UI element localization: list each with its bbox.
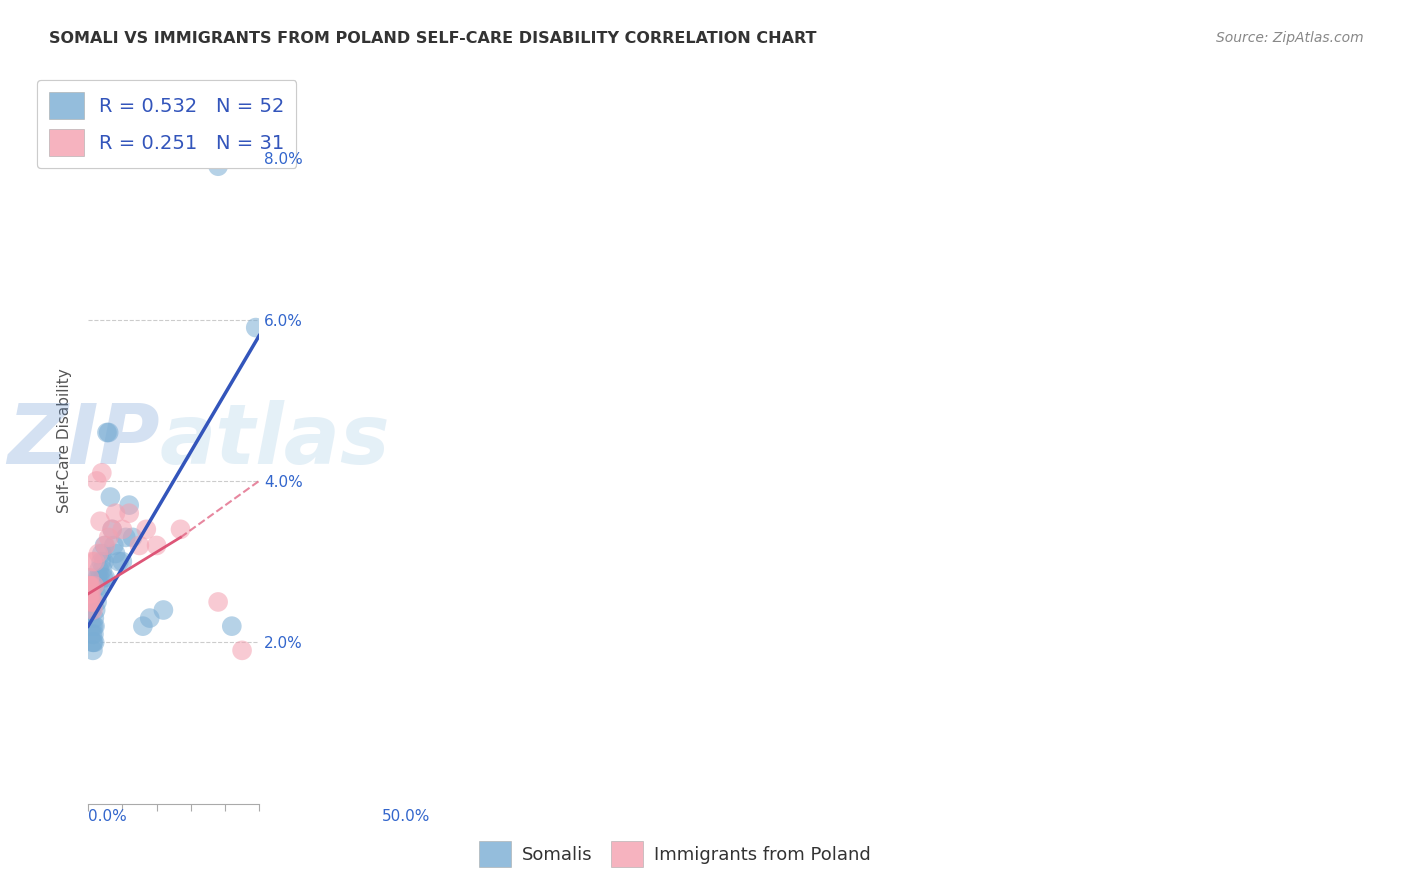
Point — [82, 627, 104, 641]
Point — [91, 571, 114, 585]
Text: 50.0%: 50.0% — [382, 809, 430, 823]
Point — [90, 555, 112, 569]
Point — [84, 603, 107, 617]
Point — [83, 595, 105, 609]
Point — [94, 571, 117, 585]
Point — [87, 547, 110, 561]
Point — [79, 571, 101, 585]
Point — [118, 506, 141, 520]
Text: atlas: atlas — [160, 400, 391, 481]
Point — [84, 555, 107, 569]
Point — [121, 530, 143, 544]
Point — [77, 571, 100, 585]
Point — [86, 474, 108, 488]
Point — [82, 603, 104, 617]
Point — [152, 603, 174, 617]
Point — [79, 595, 101, 609]
Point — [91, 563, 114, 577]
Y-axis label: Self-Care Disability: Self-Care Disability — [58, 368, 72, 513]
Point — [87, 563, 110, 577]
Point — [114, 530, 136, 544]
Point — [80, 603, 103, 617]
Point — [82, 555, 104, 569]
Point — [90, 466, 112, 480]
Point — [94, 538, 117, 552]
Point — [89, 571, 111, 585]
Point — [145, 538, 167, 552]
Point — [79, 587, 101, 601]
Point — [104, 506, 127, 520]
Point — [96, 425, 118, 440]
Point — [108, 555, 131, 569]
Point — [82, 635, 104, 649]
Point — [80, 579, 103, 593]
Point — [89, 579, 111, 593]
Point — [79, 579, 101, 593]
Point — [169, 522, 191, 536]
Point — [93, 555, 115, 569]
Point — [80, 595, 103, 609]
Point — [77, 587, 100, 601]
Point — [83, 611, 105, 625]
Legend: R = 0.532   N = 52, R = 0.251   N = 31: R = 0.532 N = 52, R = 0.251 N = 31 — [37, 80, 297, 168]
Point — [111, 555, 134, 569]
Point — [128, 538, 150, 552]
Point — [87, 579, 110, 593]
Point — [207, 595, 229, 609]
Point — [245, 320, 267, 334]
Point — [84, 619, 107, 633]
Point — [93, 538, 115, 552]
Point — [138, 611, 160, 625]
Text: Source: ZipAtlas.com: Source: ZipAtlas.com — [1216, 31, 1364, 45]
Point — [79, 587, 101, 601]
Point — [83, 627, 105, 641]
Point — [221, 619, 243, 633]
Point — [97, 530, 120, 544]
Point — [86, 587, 108, 601]
Text: ZIP: ZIP — [7, 400, 160, 481]
Point — [83, 619, 105, 633]
Point — [77, 579, 100, 593]
Point — [132, 619, 155, 633]
Point — [77, 587, 100, 601]
Point — [101, 522, 124, 536]
Point — [79, 579, 101, 593]
Point — [82, 643, 104, 657]
Point — [104, 547, 127, 561]
Point — [111, 522, 134, 536]
Point — [80, 595, 103, 609]
Text: SOMALI VS IMMIGRANTS FROM POLAND SELF-CARE DISABILITY CORRELATION CHART: SOMALI VS IMMIGRANTS FROM POLAND SELF-CA… — [49, 31, 817, 46]
Point — [83, 635, 105, 649]
Point — [135, 522, 157, 536]
Point — [79, 587, 101, 601]
Point — [79, 595, 101, 609]
Point — [207, 159, 229, 173]
Point — [97, 425, 120, 440]
Point — [77, 579, 100, 593]
Point — [89, 514, 111, 528]
Point — [87, 571, 110, 585]
Point — [118, 498, 141, 512]
Point — [80, 619, 103, 633]
Point — [86, 595, 108, 609]
Point — [77, 579, 100, 593]
Point — [101, 522, 124, 536]
Point — [90, 547, 112, 561]
Point — [231, 643, 253, 657]
Point — [100, 490, 122, 504]
Point — [83, 579, 105, 593]
Text: 0.0%: 0.0% — [89, 809, 127, 823]
Point — [80, 587, 103, 601]
Point — [103, 538, 125, 552]
Point — [82, 635, 104, 649]
Point — [80, 579, 103, 593]
Legend: Somalis, Immigrants from Poland: Somalis, Immigrants from Poland — [471, 834, 879, 874]
